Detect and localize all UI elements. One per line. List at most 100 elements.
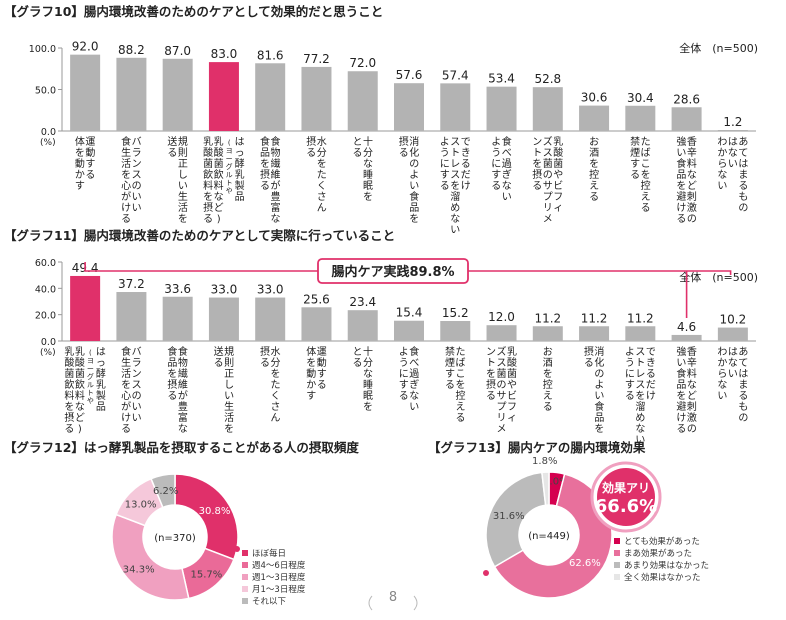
svg-text:食品を摂る: 食品を摂る [260, 135, 270, 192]
graph12-legend-label: 月1～3日程度 [252, 584, 306, 595]
graph10-category-line: あてはまるもの [738, 136, 748, 214]
svg-text:送る: 送る [214, 345, 224, 369]
graph13-legend-swatch [614, 574, 620, 580]
svg-text:はない: はない [728, 136, 738, 170]
svg-text:できるだけ: できるだけ [646, 347, 656, 402]
graph10-value-label: 57.6 [396, 68, 423, 82]
svg-text:ようにする: ようにする [440, 136, 450, 192]
graph10-bar [394, 83, 424, 131]
svg-text:規則正しい生活を: 規則正しい生活を [178, 136, 188, 225]
page-bracket-right [413, 595, 418, 611]
graph11-category-line: 送る [214, 345, 224, 369]
graph11-category-line: 体を動かす [306, 346, 316, 402]
graph10-category-line: 送る [167, 135, 177, 159]
graph11-bar [532, 326, 563, 341]
svg-text:ズス菌のサプリメ: ズス菌のサプリメ [543, 135, 553, 225]
graph11-bar [162, 296, 193, 341]
graph10-category-line: 乳酸菌飲料を摂る [203, 135, 213, 225]
graph13-slice-label: 1.8% [532, 456, 557, 467]
graph13-slice-label: 31.6% [493, 511, 525, 522]
svg-text:禁煙する: 禁煙する [445, 346, 455, 391]
graph11-category-line: ントを摂る [486, 347, 496, 402]
graph12-legend-label: それ以下 [252, 597, 287, 607]
graph10-bar [70, 54, 101, 131]
graph13-legend-label: まあ効果があった [624, 548, 692, 559]
graph10-category-line: たばこを控える [641, 136, 651, 214]
graph11-category-line: (ヨーグルトや [87, 349, 94, 405]
graph10-bar [162, 58, 193, 131]
graph10-bar [301, 66, 332, 131]
graph11-category-line: できるだけ [646, 347, 656, 402]
graph11-category-line: 摂る [584, 345, 594, 369]
graph11-value-label: 12.0 [488, 310, 515, 324]
graph10-bar [255, 63, 286, 131]
graph10-category-line: お酒を控える [589, 136, 599, 203]
svg-text:摂る: 摂る [399, 135, 409, 159]
graph10-bar [532, 87, 563, 131]
svg-text:摂る: 摂る [584, 345, 594, 369]
graph10-category-line: 乳酸菌やビフィ [553, 135, 563, 214]
graph13-legend-label: あまり効果はなかった [624, 560, 709, 571]
graph11-category-line: 香辛料など刺激の [687, 346, 697, 435]
svg-text:体を動かす: 体を動かす [306, 346, 316, 402]
graph12-center-label: (n=370) [154, 533, 196, 544]
svg-text:規則正しい生活を: 規則正しい生活を [224, 346, 234, 435]
graph10-category-line: 食品を摂る [260, 135, 270, 192]
graph10-category-line: 強い食品を避ける [676, 135, 686, 225]
svg-text:はない: はない [728, 346, 738, 380]
graph12-slice-label: 15.7% [191, 569, 223, 580]
graph11-bar [440, 320, 471, 341]
graph13-legend-swatch [614, 550, 620, 556]
svg-text:乳酸菌飲料を摂る: 乳酸菌飲料を摂る [203, 135, 213, 225]
graph11-title: 【グラフ11】腸内環境改善のためのケアとして実際に行っていること [4, 228, 395, 243]
graph10-category-line: ようにする [440, 136, 450, 192]
graph10-category-label: お酒を控える [589, 136, 599, 203]
graph13-slice [541, 471, 550, 507]
graph11-category-line: 禁煙する [445, 346, 455, 391]
graph10-category-line: 規則正しい生活を [178, 136, 188, 225]
graph10-category-line: 食べ過ぎない [502, 135, 512, 203]
graph10-value-label: 77.2 [303, 52, 330, 66]
graph11-category-line: 乳酸菌飲料など) [75, 345, 85, 435]
svg-text:送る: 送る [167, 135, 177, 159]
graph11-value-label: 25.6 [303, 292, 330, 306]
graph10-bar [347, 71, 378, 131]
graph10-value-label: 88.2 [118, 43, 145, 57]
graph11-unit: (%) [40, 348, 56, 358]
graph12-legend-swatch [242, 574, 248, 580]
svg-text:食物繊維が豊富な: 食物繊維が豊富な [178, 345, 188, 435]
svg-text:とる: とる [352, 346, 362, 369]
graph10-category-line: ズス菌のサプリメ [543, 135, 553, 225]
graph11-category-line: 強い食品を避ける [676, 345, 686, 435]
graph11-subtitle: 全体 (n=500) [679, 270, 758, 284]
graph10-bar [208, 62, 239, 131]
svg-text:あてはまるもの: あてはまるもの [738, 136, 748, 214]
svg-text:ようにする: ようにする [491, 136, 501, 192]
graph12-marker-dot [234, 546, 240, 552]
graph13-badge-label: 効果アリ [602, 480, 650, 495]
graph11-category-line: ようにする [625, 346, 635, 402]
graph10-value-label: 30.4 [627, 91, 654, 105]
svg-text:食生活を心がける: 食生活を心がける [121, 135, 131, 225]
graph10-y-tick-label: 100.0 [29, 44, 56, 55]
svg-text:禁煙する: 禁煙する [630, 136, 640, 181]
svg-text:食物繊維が豊富な: 食物繊維が豊富な [270, 135, 280, 225]
svg-text:乳酸菌やビフィ: 乳酸菌やビフィ [553, 135, 563, 214]
graph11-category-line: 食生活を心がける [121, 345, 131, 435]
svg-text:運動する: 運動する [317, 346, 327, 391]
graph11-category-line: バランスのいい [132, 346, 142, 424]
graph12-slice [111, 513, 190, 601]
